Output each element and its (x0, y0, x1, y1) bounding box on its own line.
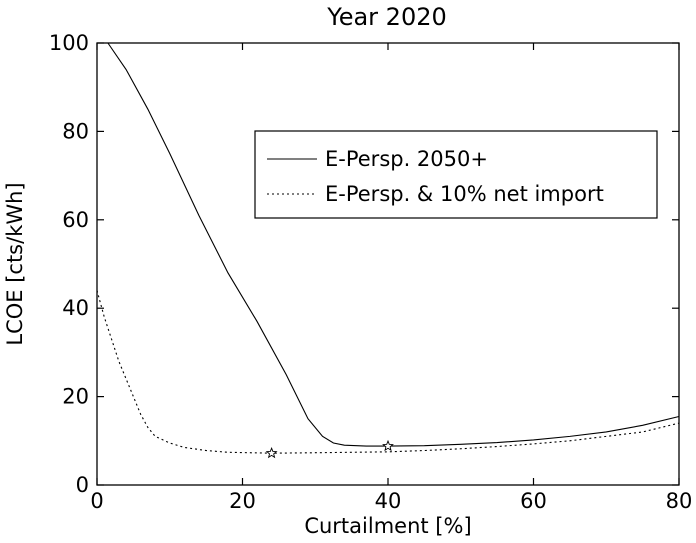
series-layer (96, 42, 680, 459)
x-tick-label: 80 (666, 489, 693, 513)
x-tick-label: 0 (90, 489, 103, 513)
series-line-1 (96, 290, 680, 454)
axis-ticks: 0 20 40 60 80 0 20 40 60 80 100 (49, 31, 692, 513)
y-tick-label: 60 (62, 208, 89, 232)
chart-title: Year 2020 (326, 3, 447, 31)
plot-area-frame (96, 42, 680, 486)
y-tick-label: 20 (62, 385, 89, 409)
x-tick-label: 40 (375, 489, 402, 513)
star-marker (382, 439, 394, 452)
legend-box (254, 130, 658, 219)
legend-label-e-persp-2050: E-Persp. 2050+ (325, 147, 488, 171)
y-tick-label: 80 (62, 119, 89, 143)
y-axis-label: LCOE [cts/kWh] (3, 182, 27, 345)
legend-label-e-persp-net-import: E-Persp. & 10% net import (325, 182, 604, 206)
x-axis-label: Curtailment [%] (304, 514, 471, 538)
series-line-0 (107, 42, 680, 447)
star-marker (265, 446, 278, 459)
x-tick-label: 60 (520, 489, 547, 513)
y-tick-label: 40 (62, 296, 89, 320)
y-tick-label: 0 (76, 473, 89, 497)
x-tick-label: 20 (229, 489, 256, 513)
legend: E-Persp. 2050+ E-Persp. & 10% net import (254, 130, 658, 219)
y-tick-label: 100 (49, 31, 89, 55)
